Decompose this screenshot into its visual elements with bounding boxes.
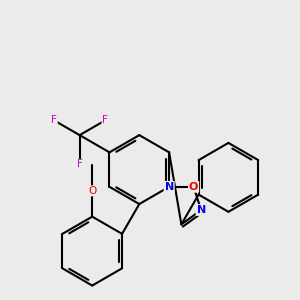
Text: N: N xyxy=(164,182,174,192)
Text: O: O xyxy=(88,186,96,196)
Text: N: N xyxy=(196,205,206,215)
Text: O: O xyxy=(189,182,198,192)
Text: F: F xyxy=(77,159,82,170)
Text: F: F xyxy=(51,116,57,125)
Text: F: F xyxy=(102,116,108,125)
